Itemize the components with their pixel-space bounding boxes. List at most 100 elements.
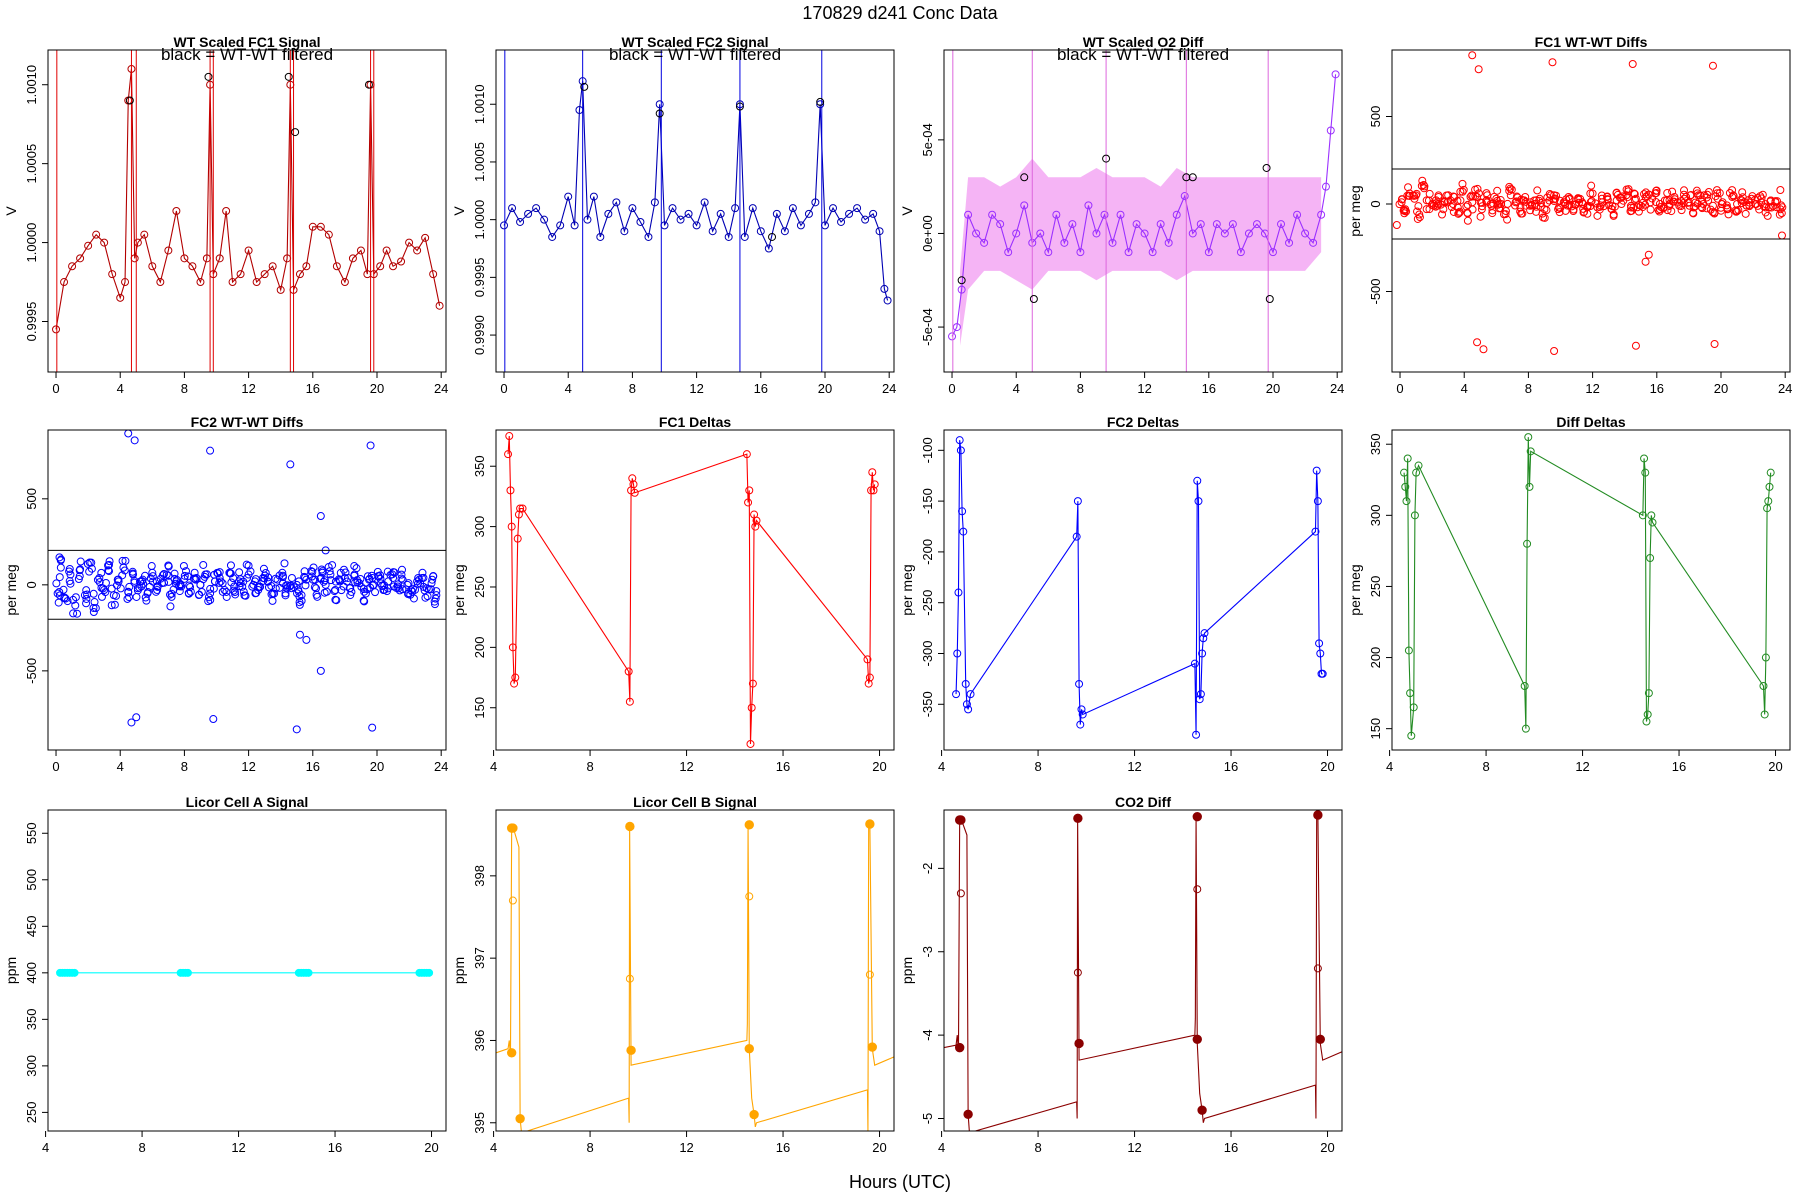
data-point <box>845 209 854 218</box>
data-point <box>1466 192 1475 201</box>
data-point <box>589 192 598 201</box>
data-point <box>626 1045 636 1056</box>
data-point <box>1072 532 1081 541</box>
data-point <box>1688 208 1697 217</box>
data-point <box>1704 187 1713 196</box>
data-point <box>988 210 997 219</box>
data-point <box>268 262 277 271</box>
series-line <box>507 436 876 744</box>
y-tick-label: 500 <box>24 488 39 510</box>
series-cell-a-points <box>56 968 434 977</box>
data-point <box>628 474 637 483</box>
data-point <box>397 570 406 579</box>
x-tick-label: 20 <box>424 1140 438 1155</box>
data-point <box>1630 195 1639 204</box>
y-axis-label: ppm <box>3 957 19 984</box>
data-point <box>125 96 134 105</box>
data-point <box>740 232 749 241</box>
data-point <box>332 262 341 271</box>
data-point <box>1708 61 1717 70</box>
data-point <box>316 512 325 521</box>
data-point <box>1511 201 1520 210</box>
data-point <box>961 679 970 688</box>
data-point <box>87 564 96 573</box>
data-point <box>829 204 838 213</box>
x-tick-label: 20 <box>1320 759 1334 774</box>
data-point <box>1759 682 1768 690</box>
data-point <box>1100 210 1109 219</box>
series-diff-delta <box>1400 433 1775 740</box>
data-point <box>684 209 693 218</box>
x-tick-label: 12 <box>679 759 693 774</box>
y-tick-label: 500 <box>1368 106 1383 128</box>
data-point <box>1407 731 1416 740</box>
data-point <box>1449 207 1458 216</box>
data-point <box>796 221 805 230</box>
data-point <box>816 100 825 109</box>
data-point <box>153 586 162 594</box>
panel-title: Diff Deltas <box>1556 414 1625 430</box>
data-point <box>218 587 227 596</box>
data-point <box>182 567 191 576</box>
data-point <box>869 209 878 218</box>
data-point <box>53 589 62 598</box>
data-point <box>596 232 605 241</box>
data-point <box>215 578 224 587</box>
data-point <box>1729 191 1738 200</box>
x-tick-label: 20 <box>872 1140 886 1155</box>
data-point <box>259 564 268 573</box>
data-point <box>159 569 168 578</box>
y-tick-label: 550 <box>24 822 39 844</box>
series-line <box>955 440 1323 735</box>
data-point <box>356 575 365 584</box>
data-point <box>95 573 104 582</box>
data-point <box>676 215 685 224</box>
variability-band <box>960 158 1322 346</box>
data-point <box>1579 208 1588 217</box>
data-point <box>405 238 414 247</box>
data-point <box>1428 199 1437 208</box>
data-point <box>954 1042 965 1053</box>
data-point <box>1156 220 1165 229</box>
data-point <box>1644 250 1653 259</box>
data-point <box>540 215 549 224</box>
data-point <box>371 588 380 597</box>
data-point <box>1493 186 1502 195</box>
y-tick-label: 1.0010 <box>472 84 487 124</box>
x-tick-label: 16 <box>754 381 768 396</box>
data-point <box>413 246 422 255</box>
data-point <box>352 564 361 573</box>
data-point <box>112 591 121 600</box>
data-point <box>246 567 255 576</box>
data-point <box>1301 229 1310 238</box>
data-point <box>1668 187 1677 196</box>
data-point <box>152 587 161 596</box>
data-point <box>1252 220 1261 229</box>
data-point <box>304 968 313 977</box>
data-point <box>1618 192 1627 201</box>
data-point <box>1073 968 1082 977</box>
data-point <box>121 556 130 565</box>
data-point <box>1610 202 1619 211</box>
data-point <box>692 221 701 230</box>
data-point <box>1052 210 1061 219</box>
data-point <box>1180 192 1189 201</box>
data-point <box>1521 724 1530 733</box>
data-point <box>175 582 184 591</box>
data-point <box>1124 248 1133 257</box>
data-point <box>1473 184 1482 193</box>
data-point <box>101 578 110 587</box>
data-point <box>183 968 192 977</box>
data-point <box>1766 468 1775 477</box>
data-point <box>1439 205 1448 214</box>
data-point <box>1525 482 1534 491</box>
data-point <box>127 718 136 727</box>
y-tick-label: -350 <box>920 691 935 717</box>
data-point <box>1631 194 1640 203</box>
data-point <box>331 586 340 594</box>
data-point <box>407 586 416 595</box>
data-point <box>1164 238 1173 247</box>
data-point <box>504 450 513 459</box>
data-point <box>1449 192 1458 201</box>
data-point <box>1734 206 1743 215</box>
